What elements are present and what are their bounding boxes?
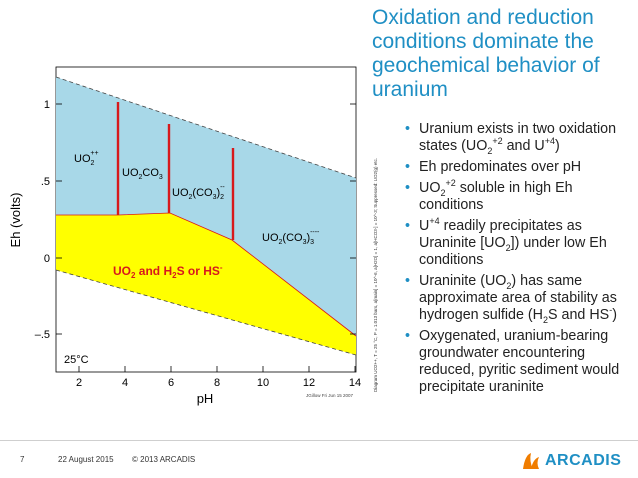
- y-tick-label: .5: [41, 176, 50, 188]
- x-tick-label: 14: [349, 377, 361, 389]
- page-number: 7: [20, 455, 25, 464]
- footer-copyright: © 2013 ARCADIS: [132, 455, 196, 464]
- logo-text: ARCADIS: [545, 452, 622, 469]
- water-upper-line: [55, 76, 357, 179]
- label-reduced-field: UO2 and H2S or HS-: [113, 263, 223, 280]
- bullet-item: UO2+2 soluble in high Eh conditions: [405, 179, 633, 214]
- diagram-side-caption: Diagram UO2++, T = 25 °C, P = 1.013 bars…: [373, 157, 378, 392]
- x-axis-label: pH: [197, 391, 214, 406]
- diagram-credit: JGillow Fri Jun 15 2007: [306, 393, 354, 398]
- footer-rule: [0, 440, 638, 441]
- reduced-field: [56, 213, 356, 355]
- x-tick-label: 8: [214, 377, 220, 389]
- y-ticks: [56, 103, 356, 335]
- x-ticks: [78, 366, 356, 372]
- bullet-item: Oxygenated, uranium-bearing groundwater …: [405, 328, 633, 396]
- label-uo2co3: UO2CO3: [122, 167, 163, 181]
- y-tick-label: –.5: [35, 329, 50, 341]
- label-uo2co3-3: UO2(CO3)3----: [262, 229, 320, 246]
- footer-date: 22 August 2015: [58, 455, 114, 464]
- arcadis-logo: ARCADIS: [521, 450, 633, 472]
- label-uo2co3-2: UO2(CO3)2--: [172, 184, 225, 201]
- label-uo2pp: UO2++: [74, 150, 99, 167]
- temperature-label: 25°C: [64, 354, 89, 366]
- x-tick-label: 4: [122, 377, 128, 389]
- water-lower-line: [55, 269, 357, 356]
- bullet-item: U+4 readily precipitates as Uraninite [U…: [405, 217, 633, 269]
- y-tick-label: 1: [44, 99, 50, 111]
- x-tick-label: 2: [76, 377, 82, 389]
- logo-mark-icon: [523, 453, 539, 469]
- x-tick-label: 6: [168, 377, 174, 389]
- x-tick-label: 12: [303, 377, 315, 389]
- eh-ph-diagram: 1 .5 0 –.5 2 4 6 8 10 12 14 pH Eh (volts…: [8, 66, 361, 406]
- oxidized-field: [56, 77, 356, 336]
- bullet-item: Eh predominates over pH: [405, 159, 633, 176]
- slide-title: Oxidation and reduction conditions domin…: [372, 6, 600, 101]
- y-axis-label: Eh (volts): [8, 193, 23, 248]
- y-tick-label: 0: [44, 253, 50, 265]
- bullet-list: Uranium exists in two oxidation states (…: [405, 121, 633, 400]
- x-tick-label: 10: [257, 377, 269, 389]
- bullet-item: Uranium exists in two oxidation states (…: [405, 121, 633, 155]
- bullet-item: Uraninite (UO2) has same approximate are…: [405, 273, 633, 324]
